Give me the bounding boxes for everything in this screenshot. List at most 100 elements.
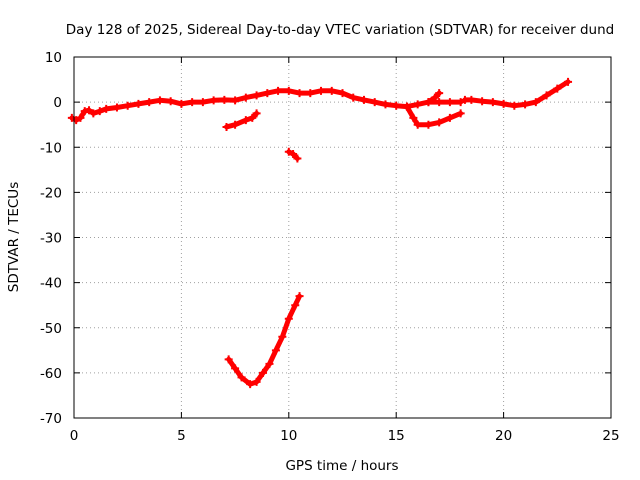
data-point [89,109,98,118]
data-point [413,120,422,129]
data-point [252,109,261,118]
data-point [510,101,519,110]
data-point [317,86,326,95]
data-point [72,116,81,125]
x-tick-label: 20 [495,428,512,444]
data-point [424,98,433,107]
data-point [198,98,207,107]
data-point [259,368,268,377]
data-point [402,102,411,111]
series-line-6 [226,293,302,387]
data-point [220,95,229,104]
data-point [224,355,233,364]
data-point [102,104,111,113]
data-point [413,100,422,109]
data-point [155,96,164,105]
data-point [85,106,94,115]
data-point [370,98,379,107]
data-point [145,98,154,107]
data-point [284,147,293,156]
data-point [488,98,497,107]
data-point [237,373,246,382]
data-point [241,93,250,102]
data-point [278,332,287,341]
data-point [263,89,272,98]
data-point [289,150,298,159]
data-point [293,154,302,163]
x-tick-label: 25 [602,428,619,444]
data-point [265,359,274,368]
data-point [284,86,293,95]
data-point [409,113,418,122]
data-point [134,99,143,108]
y-tick-label: -50 [40,321,62,337]
x-tick-label: 5 [177,428,186,444]
data-point [76,113,85,122]
data-point [445,113,454,122]
data-point [392,101,401,110]
chart-title: Day 128 of 2025, Sidereal Day-to-day VTE… [66,22,614,38]
data-point [284,314,293,323]
data-series [67,77,573,389]
y-tick-label: 10 [45,50,62,66]
y-tick-label: -70 [40,411,62,427]
data-point [521,100,530,109]
grid-lines [74,57,611,418]
y-tick-label: -20 [40,185,62,201]
data-point [252,377,261,386]
data-point [252,91,261,100]
y-tick-label: -10 [40,140,62,156]
data-point [435,89,444,98]
y-tick-label: 0 [53,95,62,111]
data-point [435,98,444,107]
tick-marks [73,56,612,419]
x-tick-label: 0 [70,428,79,444]
data-point [95,107,104,116]
data-point [112,103,121,112]
data-point [359,95,368,104]
data-point [542,91,551,100]
data-point [338,89,347,98]
data-point [222,122,231,131]
y-tick-label: -60 [40,366,62,382]
data-point [231,120,240,129]
data-point [424,120,433,129]
x-axis-label: GPS time / hours [285,458,398,474]
data-point [456,109,465,118]
data-point [531,98,540,107]
x-tick-label: 15 [388,428,405,444]
data-point [430,93,439,102]
data-point [177,99,186,108]
data-point [564,77,573,86]
data-point [295,292,304,301]
data-point [246,380,255,389]
data-point [188,98,197,107]
data-point [306,89,315,98]
data-point [241,116,250,125]
tick-labels: 0 5 10 15 20 25 10 0 -10 -20 -30 -40 -50 -60 -70 [40,50,620,444]
data-point [231,364,240,373]
x-tick-label: 10 [280,428,297,444]
data-point [123,101,132,110]
data-point [478,97,487,106]
data-point [271,346,280,355]
y-tick-label: -30 [40,231,62,247]
y-axis-label: SDTVAR / TECUs [6,182,22,292]
data-point [291,301,300,310]
data-point [166,97,175,106]
data-point [445,98,454,107]
data-point [499,99,508,108]
data-point [456,98,465,107]
data-point [231,96,240,105]
data-point [248,113,257,122]
data-point [467,95,476,104]
data-point [295,89,304,98]
data-point [553,84,562,93]
data-point [349,93,358,102]
data-point [435,118,444,127]
data-point [381,100,390,109]
data-point [327,86,336,95]
data-point [209,96,218,105]
